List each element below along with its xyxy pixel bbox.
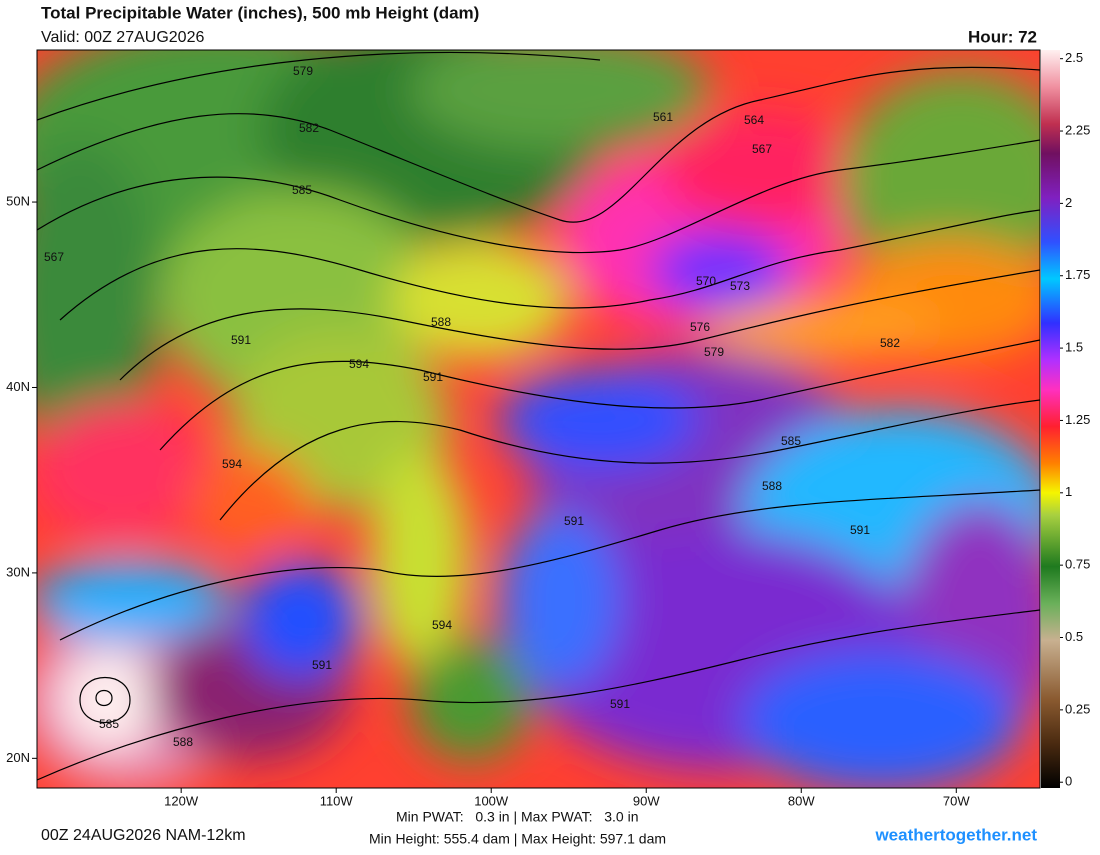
map-title: Total Precipitable Water (inches), 500 m… [41, 3, 479, 22]
contour-label: 594 [349, 357, 369, 371]
colorbar-tick-label: 0 [1065, 774, 1072, 789]
contour-label: 585 [781, 434, 801, 448]
contour-label: 591 [231, 333, 251, 347]
x-tick-label: 100W [474, 793, 509, 808]
height-contours [37, 51, 1040, 781]
colorbar-tick-label: 2.5 [1065, 50, 1083, 65]
contour-label: 591 [564, 514, 584, 528]
contour-label: 573 [730, 279, 750, 293]
colorbar-tick-label: 1.75 [1065, 267, 1090, 282]
colorbar-tick-label: 0.5 [1065, 629, 1083, 644]
contour-label: 567 [44, 250, 64, 264]
forecast-hour: Hour: 72 [968, 27, 1037, 46]
contour-label: 585 [99, 717, 119, 731]
credit: weathertogether.net [874, 825, 1037, 844]
contour-label: 591 [850, 523, 870, 537]
contour-label: 561 [653, 110, 673, 124]
contour-label: 591 [312, 658, 332, 672]
contour-label: 591 [610, 697, 630, 711]
colorbar-tick-label: 1.25 [1065, 412, 1090, 427]
x-tick-label: 120W [164, 793, 199, 808]
contour-label: 579 [293, 64, 313, 78]
contour-label: 579 [704, 345, 724, 359]
contour-label: 570 [696, 274, 716, 288]
colorbar-tick-label: 1.5 [1065, 340, 1083, 355]
y-tick-label: 30N [6, 564, 30, 579]
pwat-range: Min PWAT: 0.3 in | Max PWAT: 3.0 in [396, 809, 638, 825]
height-range: Min Height: 555.4 dam | Max Height: 597.… [369, 831, 666, 847]
contour-label: 585 [292, 183, 312, 197]
pwat-field [37, 50, 1040, 788]
x-tick-label: 110W [320, 793, 354, 808]
y-tick-label: 40N [6, 379, 30, 394]
map-frame [36, 49, 1041, 789]
model-run: 00Z 24AUG2026 NAM-12km [41, 827, 246, 844]
contour-label: 588 [762, 479, 782, 493]
contour-label: 582 [299, 121, 319, 135]
y-tick-label: 20N [6, 750, 30, 765]
colorbar-tick-label: 0.25 [1065, 701, 1090, 716]
x-tick-label: 90W [633, 793, 660, 808]
contour-label: 564 [744, 113, 764, 127]
contour-label: 588 [173, 735, 193, 749]
y-tick-label: 50N [6, 193, 30, 208]
colorbar-tick-label: 0.75 [1065, 557, 1090, 572]
x-tick-label: 70W [943, 793, 970, 808]
contour-label: 594 [432, 618, 452, 632]
x-tick-label: 80W [788, 793, 815, 808]
contour-label: 594 [222, 457, 242, 471]
contour-label: 591 [423, 370, 443, 384]
contour-label: 576 [690, 320, 710, 334]
colorbar-tick-label: 2.25 [1065, 122, 1090, 137]
colorbar-tick-label: 1 [1065, 484, 1072, 499]
contour-label: 582 [880, 336, 900, 350]
valid-time: Valid: 00Z 27AUG2026 [41, 29, 204, 46]
contour-label: 567 [752, 142, 772, 156]
contour-label: 588 [431, 315, 451, 329]
colorbar-tick-label: 2 [1065, 195, 1072, 210]
colorbar [1041, 50, 1060, 788]
